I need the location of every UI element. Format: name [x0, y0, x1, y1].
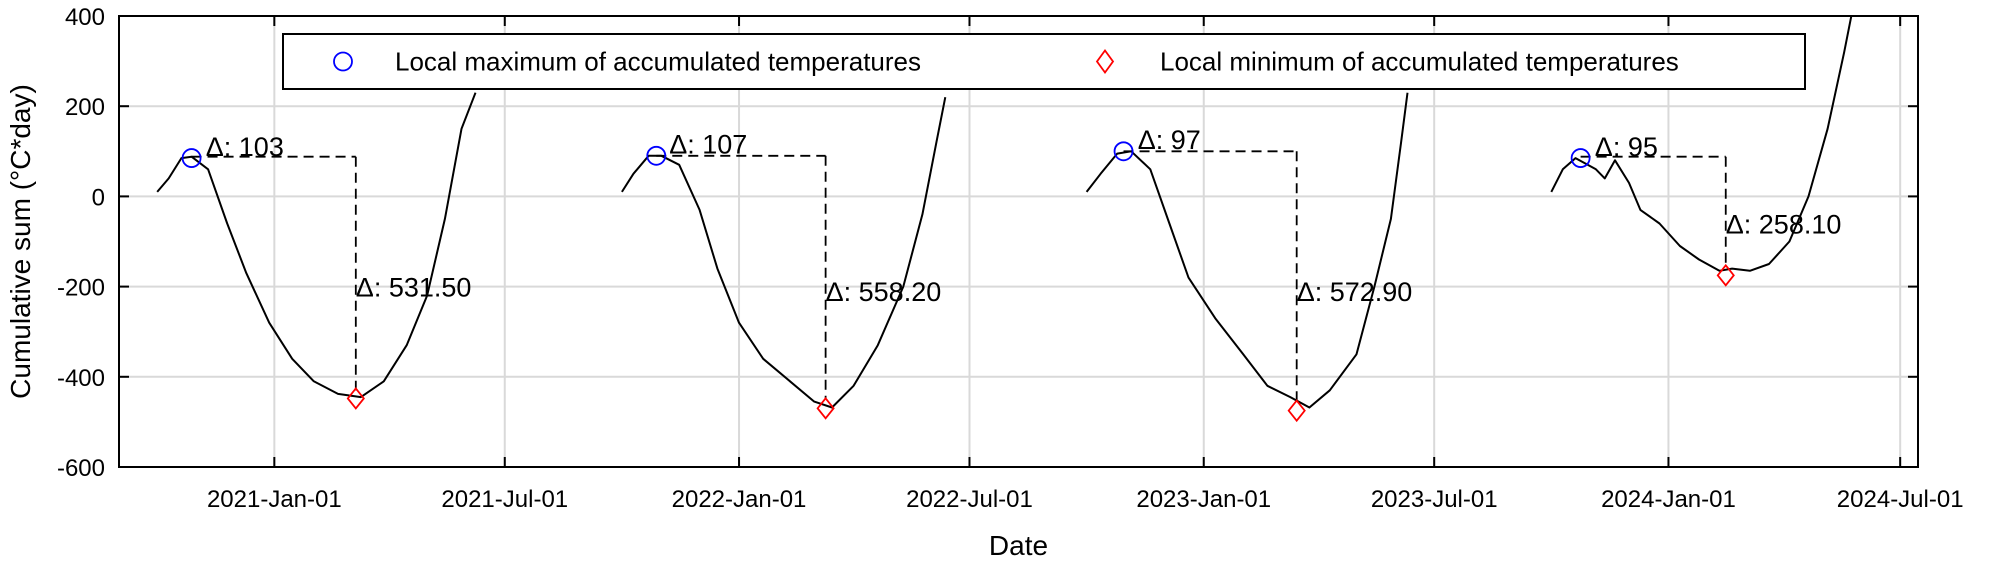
x-tick-label: 2022-Jan-01 — [672, 486, 807, 513]
x-axis-ticks: 2021-Jan-01 2021-Jul-01 2022-Jan-01 2022-Ju… — [207, 16, 1964, 513]
legend: Local maximum of accumulated temperature… — [282, 33, 1806, 90]
cumulative-sum-line — [156, 92, 477, 399]
x-tick-label: 2024-Jan-01 — [1601, 486, 1736, 513]
x-tick-label: 2023-Jul-01 — [1371, 486, 1498, 513]
local-max-marker — [181, 148, 202, 168]
legend-max-marker — [333, 51, 353, 72]
annotations: Δ: 103 Δ: 531.50 Δ: 107 Δ: 558.20 Δ: 97 Δ: 57… — [191, 125, 1842, 402]
y-tick-label: -400 — [57, 365, 105, 392]
local-min-marker — [1716, 263, 1735, 287]
cumulative-sum-line — [1550, 16, 1853, 272]
delta-max-label: Δ: 107 — [669, 130, 747, 160]
y-tick-label: 400 — [65, 4, 105, 31]
plot-frame — [118, 15, 1919, 468]
y-axis-ticks: -600 -400 -200 0 200 400 — [57, 4, 1918, 482]
y-tick-label: 200 — [65, 94, 105, 121]
extremum-markers — [181, 141, 1735, 423]
local-min-marker — [346, 387, 365, 410]
x-tick-label: 2021-Jul-01 — [441, 486, 568, 513]
local-min-marker — [816, 396, 835, 420]
y-tick-label: 0 — [92, 184, 105, 211]
local-max-marker — [1113, 141, 1134, 162]
delta-range-label: Δ: 258.10 — [1726, 209, 1842, 239]
legend-min-label: Local minimum of accumulated temperature… — [1160, 47, 1679, 77]
x-tick-label: 2022-Jul-01 — [906, 486, 1033, 513]
y-axis-title: Cumulative sum (°C*day) — [5, 84, 36, 399]
delta-max-label: Δ: 103 — [206, 132, 284, 162]
local-min-marker — [1287, 399, 1306, 423]
legend-box — [282, 33, 1806, 90]
legend-max-label: Local maximum of accumulated temperature… — [395, 47, 921, 77]
x-axis-title: Date — [989, 530, 1048, 561]
x-tick-label: 2023-Jan-01 — [1136, 486, 1271, 513]
local-max-marker — [1570, 148, 1591, 168]
delta-range-label: Δ: 572.90 — [1297, 277, 1413, 307]
x-tick-label: 2021-Jan-01 — [207, 486, 342, 513]
x-tick-label: 2024-Jul-01 — [1837, 486, 1964, 513]
delta-max-label: Δ: 97 — [1138, 125, 1201, 155]
delta-range-label: Δ: 531.50 — [356, 273, 472, 303]
delta-max-label: Δ: 95 — [1595, 132, 1658, 162]
local-max-marker — [646, 145, 667, 166]
y-tick-label: -600 — [57, 455, 105, 482]
y-tick-label: -200 — [57, 275, 105, 302]
delta-range-label: Δ: 558.20 — [826, 277, 942, 307]
legend-min-marker — [1095, 48, 1115, 75]
